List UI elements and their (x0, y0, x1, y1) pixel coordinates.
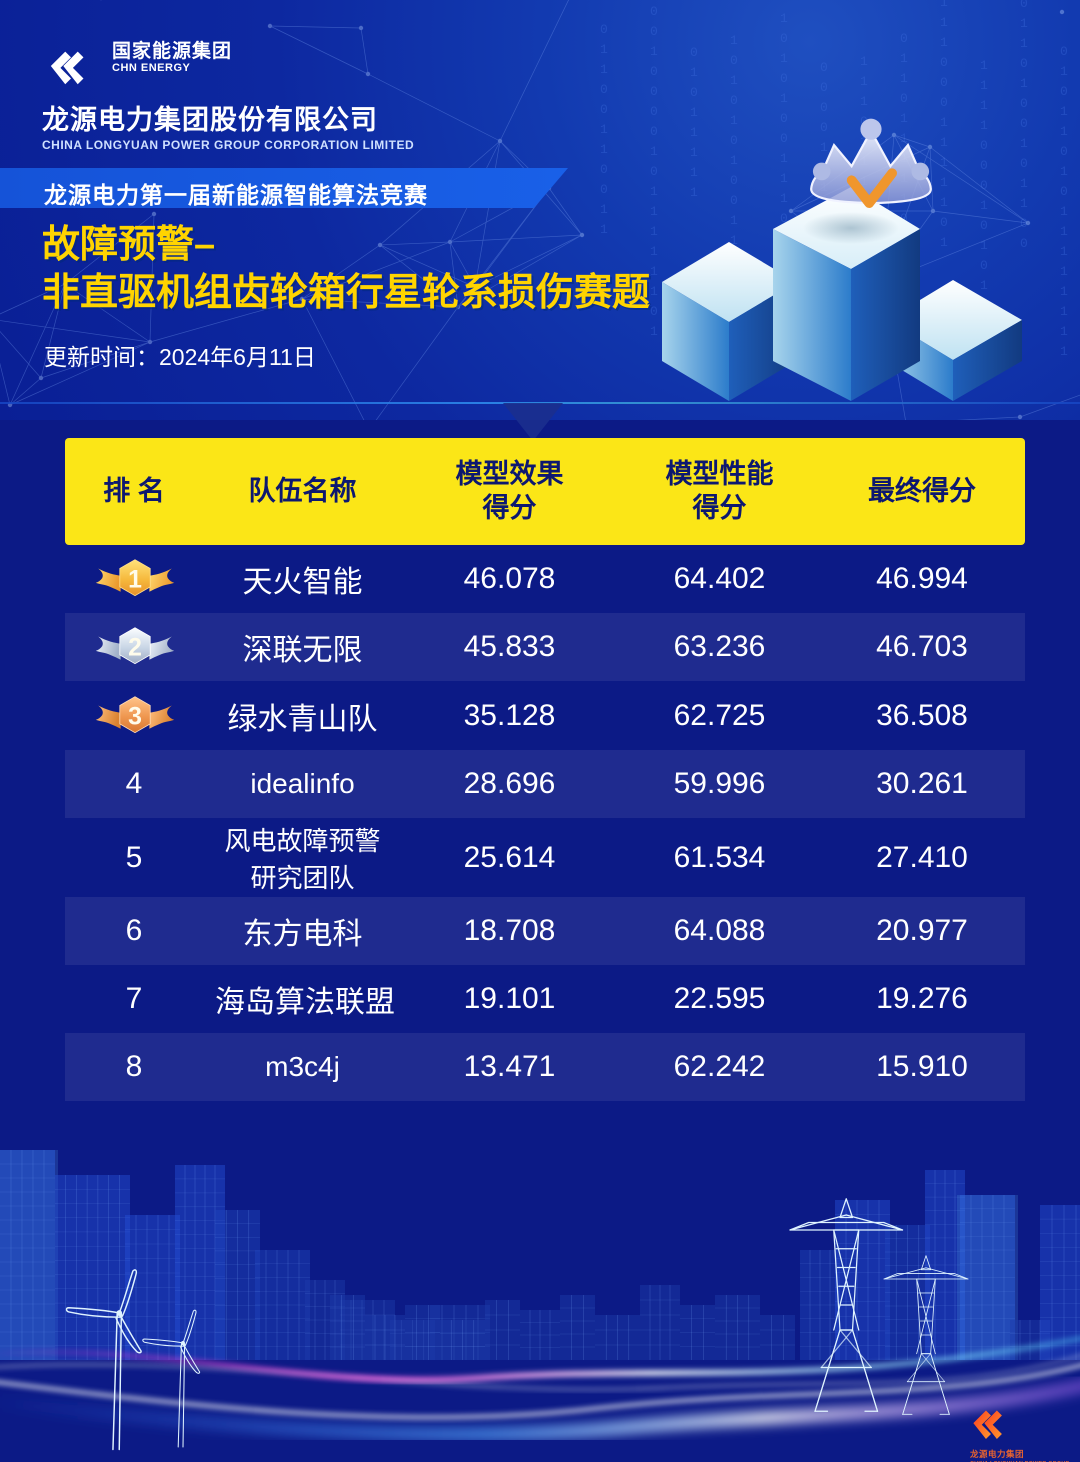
svg-text:2: 2 (128, 635, 142, 662)
svg-text:3: 3 (128, 703, 142, 730)
svg-text:1: 1 (128, 567, 142, 594)
